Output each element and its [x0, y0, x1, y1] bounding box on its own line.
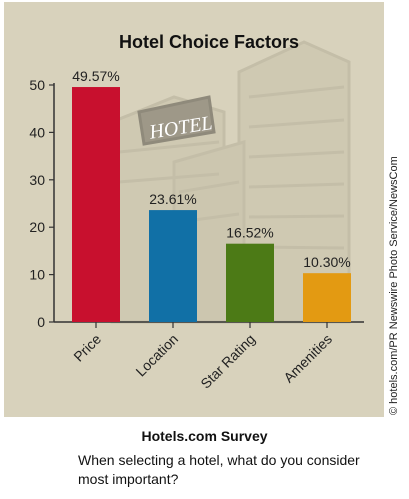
caption-question: When selecting a hotel, what do you cons…	[78, 452, 360, 487]
bar-location	[149, 210, 197, 322]
y-tick-label: 50	[29, 77, 45, 93]
data-label: 16.52%	[226, 225, 273, 241]
y-tick-label: 20	[29, 219, 45, 235]
bar-price	[72, 87, 120, 322]
chart-title: Hotel Choice Factors	[119, 32, 299, 52]
x-tick-label: Price	[70, 331, 104, 365]
x-tick-label: Location	[132, 331, 181, 380]
caption-title: Hotels.com Survey	[141, 428, 268, 444]
data-label: 10.30%	[303, 254, 350, 270]
y-tick-label: 40	[29, 124, 45, 140]
y-tick-label: 30	[29, 172, 45, 188]
x-tick-label: Amenities	[280, 331, 335, 386]
chart-panel: HOTEL 0 10 20 30 40 50 Price Location Star Ratin…	[4, 2, 384, 417]
y-tick-label: 10	[29, 267, 45, 283]
data-label: 23.61%	[149, 191, 196, 207]
x-tick-label: Star Rating	[197, 331, 258, 392]
photo-credit: © hotels.com/PR Newswire Photo Service/N…	[388, 156, 400, 415]
bar-star-rating	[226, 243, 274, 322]
data-label: 49.57%	[72, 68, 119, 84]
y-tick-label: 0	[37, 314, 45, 330]
bar-amenities	[303, 273, 351, 322]
